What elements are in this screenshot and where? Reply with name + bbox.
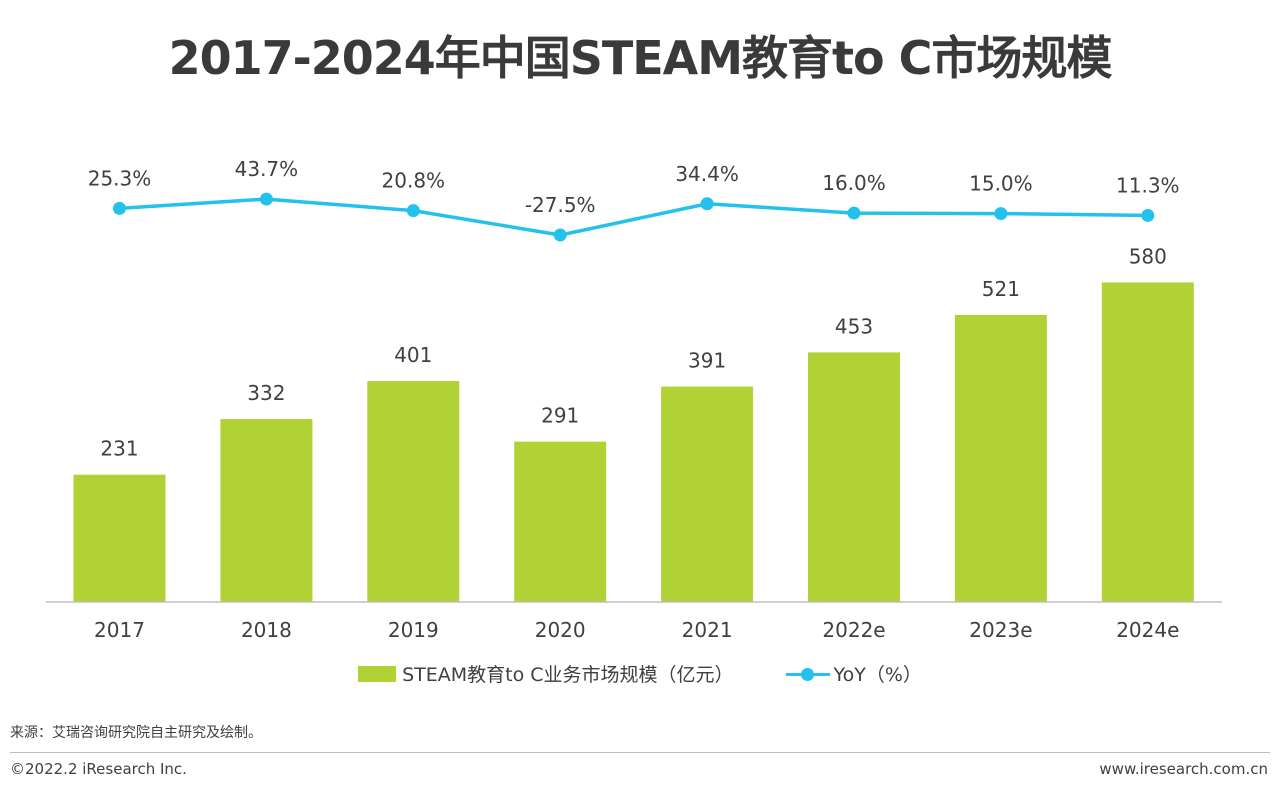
- labels-layer: 231 2017 25.3% 332 2018 43.7% 401 2019 20.8% 291 2…: [88, 157, 1180, 642]
- bar-2024e: [1101, 282, 1194, 602]
- yoy-point-2017: [113, 201, 126, 215]
- chart-legend: STEAM教育to C业务市场规模（亿元） YoY（%）: [0, 660, 1280, 687]
- x-tick-label: 2021: [682, 618, 733, 642]
- bar-value-label: 401: [394, 343, 432, 367]
- bar-value-label: 291: [541, 404, 579, 428]
- bar-2022e: [808, 352, 900, 602]
- yoy-point-2024e: [1141, 208, 1155, 222]
- bar-2020: [514, 441, 607, 602]
- legend-bar-swatch: [358, 665, 397, 682]
- footer-divider: [10, 752, 1270, 753]
- x-tick-label: 2017: [94, 618, 145, 642]
- yoy-point-2022e: [847, 206, 861, 220]
- yoy-value-label: 34.4%: [675, 162, 739, 186]
- yoy-point-2023e: [994, 207, 1008, 221]
- x-tick-label: 2022e: [822, 618, 885, 642]
- x-tick-label: 2024e: [1116, 618, 1179, 642]
- yoy-value-label: -27.5%: [525, 193, 596, 217]
- yoy-value-label: 16.0%: [822, 171, 886, 195]
- yoy-line: [119, 197, 1148, 237]
- legend-item-bar: STEAM教育to C业务市场规模（亿元）: [358, 660, 734, 687]
- yoy-value-label: 43.7%: [235, 157, 299, 181]
- legend-line-label: YoY（%）: [833, 664, 922, 686]
- yoy-point-2019: [406, 204, 420, 218]
- yoy-value-label: 25.3%: [88, 166, 152, 190]
- website-link[interactable]: www.iresearch.com.cn: [1099, 760, 1268, 778]
- bar-value-label: 453: [835, 314, 873, 338]
- bars-layer: [73, 282, 1194, 602]
- bar-2019: [367, 381, 460, 602]
- x-tick-label: 2023e: [969, 618, 1032, 642]
- line-layer: [113, 192, 1155, 242]
- bar-2021: [661, 386, 754, 602]
- yoy-point-2018: [259, 192, 273, 206]
- x-tick-label: 2019: [388, 618, 439, 642]
- yoy-point-2020: [553, 228, 567, 242]
- source-note: 来源：艾瑞咨询研究院自主研究及绘制。: [10, 725, 262, 741]
- chart-svg: 231 2017 25.3% 332 2018 43.7% 401 2019 20.8% 291 2…: [46, 157, 1222, 642]
- bar-value-label: 521: [982, 277, 1020, 301]
- legend-item-line: YoY（%）: [785, 660, 922, 687]
- bar-2023e: [954, 314, 1047, 602]
- yoy-point-2021: [700, 197, 714, 211]
- yoy-value-label: 11.3%: [1116, 173, 1180, 197]
- bar-2017: [73, 474, 166, 602]
- bar-value-label: 332: [247, 381, 285, 405]
- legend-line-swatch: [785, 667, 830, 681]
- chart-title: 2017-2024年中国STEAM教育to C市场规模: [168, 31, 1113, 85]
- bar-value-label: 391: [688, 349, 726, 373]
- x-tick-label: 2018: [241, 618, 292, 642]
- copyright-text: ©2022.2 iResearch Inc.: [10, 760, 187, 778]
- yoy-value-label: 15.0%: [969, 172, 1033, 196]
- x-tick-label: 2020: [535, 618, 586, 642]
- bar-2018: [220, 419, 313, 602]
- bar-value-label: 580: [1129, 244, 1167, 268]
- legend-bar-label: STEAM教育to C业务市场规模（亿元）: [402, 664, 734, 686]
- yoy-value-label: 20.8%: [382, 169, 446, 193]
- bar-value-label: 231: [100, 437, 138, 461]
